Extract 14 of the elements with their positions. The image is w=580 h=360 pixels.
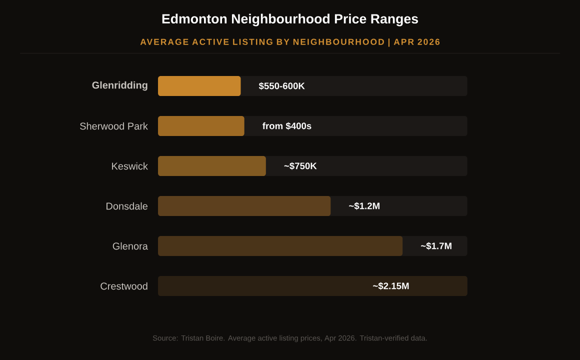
y-tick-label: Sherwood Park <box>80 122 148 130</box>
y-tick-label: Crestwood <box>100 282 148 290</box>
data-label: ~$1.2M <box>349 202 380 210</box>
y-tick-label: Glenora <box>112 242 148 250</box>
data-label: from $400s <box>262 122 312 130</box>
data-label: ~$2.15M <box>373 282 409 290</box>
y-tick-label: Donsdale <box>106 202 148 210</box>
chart-title: Edmonton Neighbourhood Price Ranges <box>162 14 418 26</box>
y-tick-label: Glenridding <box>92 81 148 91</box>
data-label: ~$750K <box>284 162 317 170</box>
chart-subtitle: AVERAGE ACTIVE LISTING BY NEIGHBOURHOOD | APR 2026 <box>140 38 440 47</box>
data-label: $550-600K <box>258 82 305 90</box>
y-tick-label: Keswick <box>112 162 148 170</box>
data-label: ~$1.7M <box>421 242 452 250</box>
